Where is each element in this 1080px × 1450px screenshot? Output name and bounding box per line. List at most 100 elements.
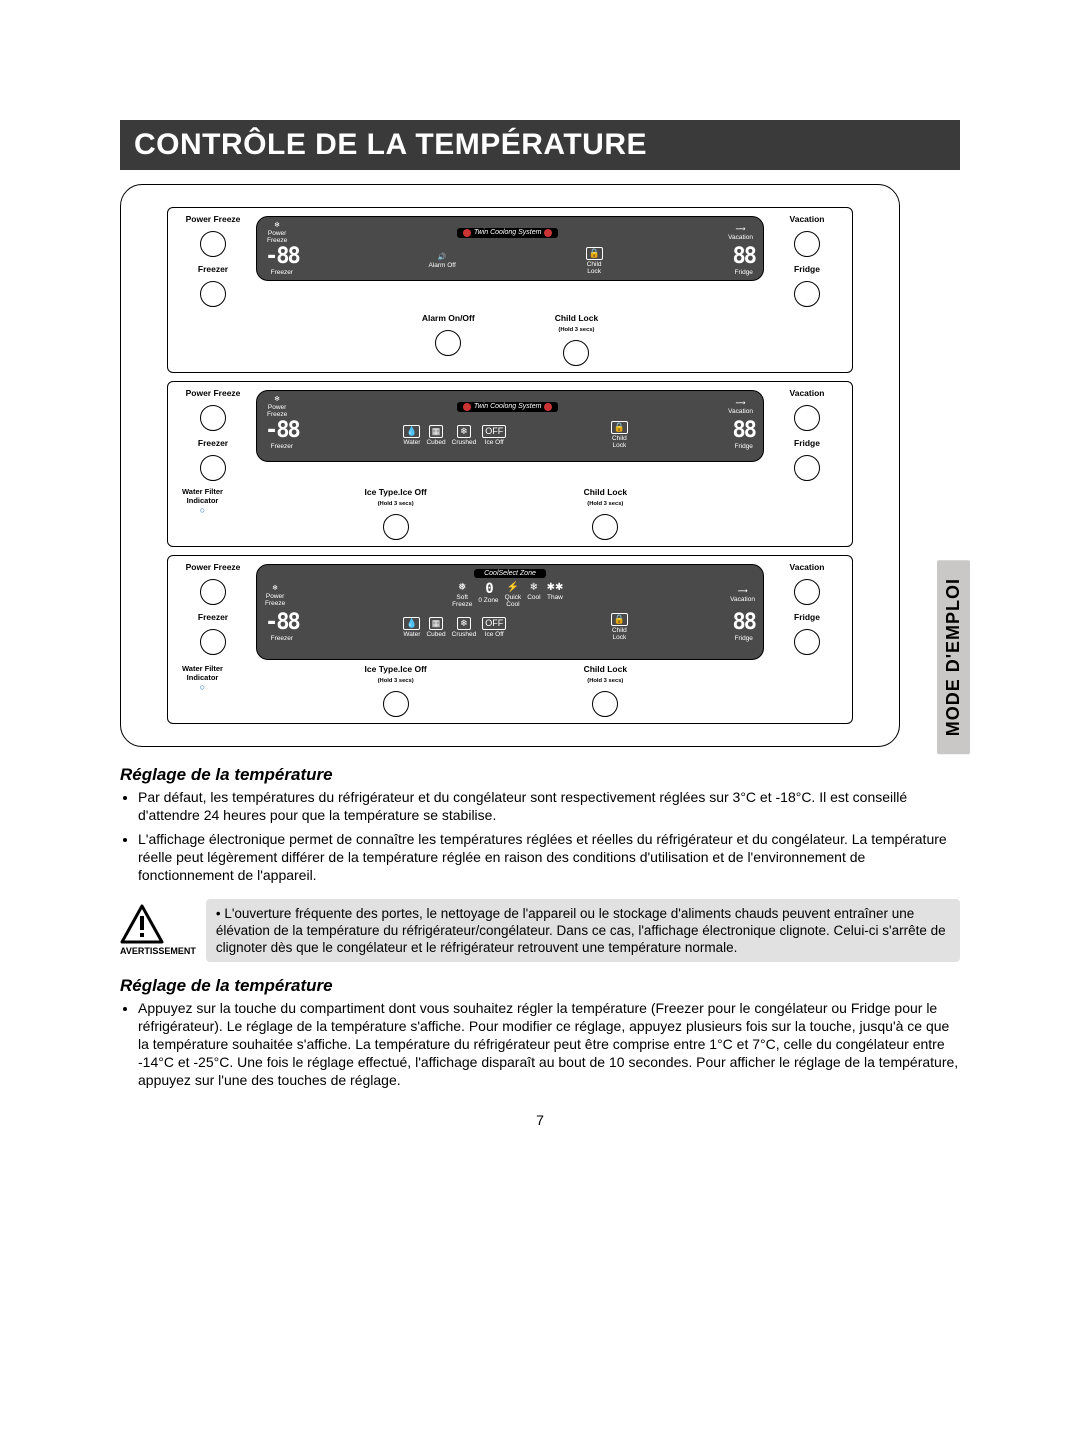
fridge-button[interactable] xyxy=(794,281,820,307)
fridge-temp: 88 xyxy=(732,420,755,442)
side-tab: MODE D'EMPLOI xyxy=(937,560,970,754)
power-freeze-label: Power Freeze xyxy=(186,388,241,398)
section-title: CONTRÔLE DE LA TEMPÉRATURE xyxy=(120,120,960,170)
power-freeze-button[interactable] xyxy=(200,405,226,431)
panel-1: Power Freeze Freezer ❄PowerFreeze Twin C… xyxy=(167,207,853,373)
fridge-button[interactable] xyxy=(794,455,820,481)
section1-bullets: Par défaut, les températures du réfrigér… xyxy=(120,789,960,885)
d-fridge: Fridge xyxy=(735,269,753,276)
panel-2: Power Freeze Freezer ❄PowerFreeze Twin C… xyxy=(167,381,853,547)
brand-logo: Twin Coolong System xyxy=(457,228,559,238)
power-freeze-label: Power Freeze xyxy=(186,562,241,572)
d-cool: Cool xyxy=(527,594,540,601)
d-water: Water xyxy=(403,439,420,446)
snowflake-icon: ❄ xyxy=(274,221,280,229)
brand-logo: Twin Coolong System xyxy=(457,402,559,412)
snowflake-icon: ❄ xyxy=(272,584,278,592)
child-lock-label: Child Lock(Hold 3 secs) xyxy=(555,313,598,333)
page-number: 7 xyxy=(120,1112,960,1128)
vacation-button[interactable] xyxy=(794,231,820,257)
section2-bullets: Appuyez sur la touche du compartiment do… xyxy=(120,1000,960,1090)
vacation-icon: ⟿ xyxy=(736,225,746,233)
vacation-icon: ⟿ xyxy=(738,587,748,595)
d-power-freeze: PowerFreeze xyxy=(267,230,287,244)
freezer-temp: -88 xyxy=(265,420,299,442)
water-filter-indicator: Water FilterIndicator○ xyxy=(182,487,223,542)
d-freezer: Freezer xyxy=(271,443,293,450)
freezer-button[interactable] xyxy=(200,281,226,307)
right-buttons: Vacation Fridge xyxy=(770,214,844,309)
lock-icon: 🔒 xyxy=(586,247,603,260)
bullet: Appuyez sur la touche du compartiment do… xyxy=(138,1000,960,1090)
bullet: L'affichage électronique permet de conna… xyxy=(138,831,960,885)
crushed-ice-icon: ❄ xyxy=(457,425,471,438)
crushed-ice-icon: ❄ xyxy=(457,617,471,630)
warning-block: AVERTISSEMENT • L'ouverture fréquente de… xyxy=(120,899,960,963)
d-power-freeze: PowerFreeze xyxy=(265,593,285,607)
freezer-label: Freezer xyxy=(198,264,228,274)
child-lock-label: Child Lock(Hold 3 secs) xyxy=(584,664,627,684)
vacation-icon: ⟿ xyxy=(736,399,746,407)
display-1: ❄PowerFreeze Twin Coolong System ⟿Vacati… xyxy=(256,216,764,281)
water-icon: 💧 xyxy=(403,425,420,438)
vacation-button[interactable] xyxy=(794,405,820,431)
fridge-label: Fridge xyxy=(794,264,820,274)
fridge-label: Fridge xyxy=(794,612,820,622)
alarm-onoff-label: Alarm On/Off xyxy=(422,313,475,323)
warning-icon xyxy=(120,904,164,944)
d-vacation: Vacation xyxy=(730,596,755,603)
d-childlock: ChildLock xyxy=(612,627,627,641)
fridge-temp: 88 xyxy=(732,246,755,268)
child-lock-label: Child Lock(Hold 3 secs) xyxy=(584,487,627,507)
d-childlock: ChildLock xyxy=(587,261,602,275)
warning-label: AVERTISSEMENT xyxy=(120,946,196,956)
speaker-icon: 🔊 xyxy=(438,253,447,261)
fridge-button[interactable] xyxy=(794,629,820,655)
d-quick: QuickCool xyxy=(505,594,522,608)
child-lock-button[interactable] xyxy=(563,340,589,366)
d-soft: SoftFreeze xyxy=(452,594,472,608)
freezer-temp: -88 xyxy=(265,612,299,634)
freezer-button[interactable] xyxy=(200,629,226,655)
fridge-temp: 88 xyxy=(732,612,755,634)
ice-type-label: Ice Type.Ice Off(Hold 3 secs) xyxy=(365,664,427,684)
ice-off-icon: OFF xyxy=(482,617,506,630)
d-alarm: Alarm Off xyxy=(428,262,455,269)
ice-type-button[interactable] xyxy=(383,514,409,540)
freezer-temp: -88 xyxy=(265,246,299,268)
d-fridge: Fridge xyxy=(735,443,753,450)
d-crushed: Crushed xyxy=(452,439,477,446)
section2-heading: Réglage de la température xyxy=(120,976,960,996)
ice-off-icon: OFF xyxy=(482,425,506,438)
freezer-button[interactable] xyxy=(200,455,226,481)
alarm-onoff-button[interactable] xyxy=(435,330,461,356)
thaw-icon: ✱✱ xyxy=(547,582,564,593)
power-freeze-button[interactable] xyxy=(200,579,226,605)
ice-type-button[interactable] xyxy=(383,691,409,717)
ice-type-label: Ice Type.Ice Off(Hold 3 secs) xyxy=(365,487,427,507)
child-lock-button[interactable] xyxy=(592,691,618,717)
display-2: ❄PowerFreeze Twin Coolong System ⟿Vacati… xyxy=(256,390,764,462)
d-thaw: Thaw xyxy=(547,594,563,601)
cubed-ice-icon: ▦ xyxy=(429,617,444,630)
power-freeze-button[interactable] xyxy=(200,231,226,257)
vacation-button[interactable] xyxy=(794,579,820,605)
d-zone: 0 Zone xyxy=(478,597,498,604)
soft-freeze-icon: ❅ xyxy=(458,582,466,593)
water-icon: 💧 xyxy=(403,617,420,630)
vacation-label: Vacation xyxy=(790,214,825,224)
d-crushed: Crushed xyxy=(452,631,477,638)
cool-icon: ❄ xyxy=(530,582,538,593)
d-vacation: Vacation xyxy=(728,408,753,415)
section1-heading: Réglage de la température xyxy=(120,765,960,785)
d-cubed: Cubed xyxy=(426,439,445,446)
left-buttons: Power Freeze Freezer xyxy=(176,214,250,309)
control-panel-diagram: Power Freeze Freezer ❄PowerFreeze Twin C… xyxy=(120,184,900,747)
quick-cool-icon: ⚡ xyxy=(507,582,519,593)
vacation-label: Vacation xyxy=(790,388,825,398)
d-cubed: Cubed xyxy=(426,631,445,638)
child-lock-button[interactable] xyxy=(592,514,618,540)
zone-temp: 0 xyxy=(485,582,491,596)
fridge-label: Fridge xyxy=(794,438,820,448)
lock-icon: 🔒 xyxy=(611,421,628,434)
